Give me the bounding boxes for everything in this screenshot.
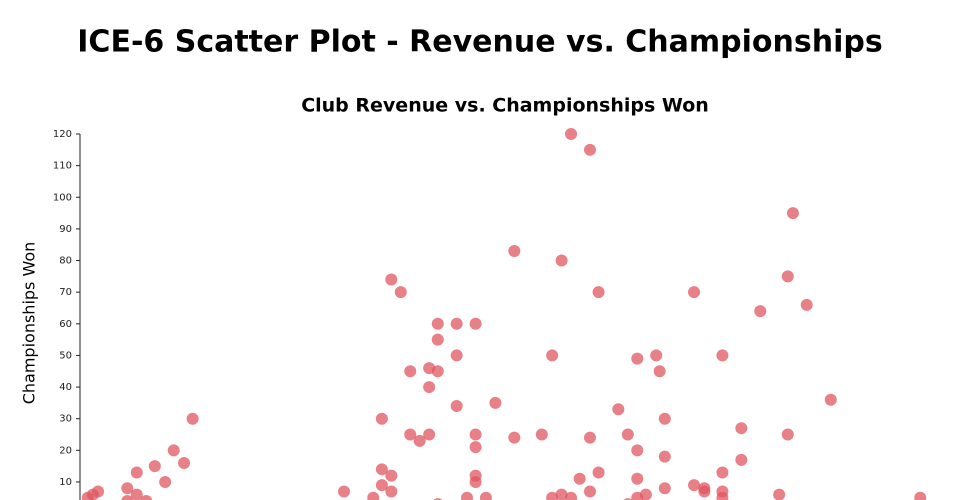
point bbox=[716, 466, 729, 479]
y-tick-label: 40 bbox=[59, 382, 72, 393]
point bbox=[698, 485, 711, 498]
y-tick-label: 110 bbox=[53, 161, 72, 172]
point bbox=[508, 245, 521, 258]
point bbox=[786, 207, 799, 220]
point bbox=[546, 349, 559, 362]
y-tick-label: 90 bbox=[59, 224, 72, 235]
point bbox=[130, 488, 143, 500]
point bbox=[367, 491, 380, 500]
point bbox=[338, 485, 351, 498]
y-tick-label: 70 bbox=[59, 287, 72, 298]
point bbox=[583, 485, 596, 498]
page-title: ICE-6 Scatter Plot - Revenue vs. Champio… bbox=[77, 25, 882, 60]
point bbox=[385, 273, 398, 286]
point bbox=[167, 444, 180, 457]
point bbox=[535, 428, 548, 441]
point bbox=[375, 463, 388, 476]
point bbox=[688, 286, 701, 299]
point bbox=[469, 475, 482, 488]
y-tick-label: 100 bbox=[53, 192, 72, 203]
point bbox=[461, 491, 473, 500]
point bbox=[583, 431, 596, 444]
point bbox=[140, 494, 153, 500]
y-axis-label: Championships Won bbox=[20, 242, 39, 405]
y-tick-label: 60 bbox=[59, 319, 72, 330]
point bbox=[469, 441, 482, 454]
point bbox=[688, 479, 701, 492]
point bbox=[631, 352, 644, 365]
point bbox=[469, 317, 482, 330]
y-tick-label: 120 bbox=[53, 129, 72, 140]
y-tick-label: 50 bbox=[59, 350, 72, 361]
point bbox=[186, 412, 199, 425]
point bbox=[385, 469, 398, 482]
point bbox=[592, 286, 605, 299]
point bbox=[450, 349, 463, 362]
point bbox=[555, 254, 568, 267]
point bbox=[565, 491, 578, 500]
point bbox=[479, 491, 492, 500]
point bbox=[469, 428, 482, 441]
point bbox=[565, 128, 578, 140]
point bbox=[631, 444, 644, 457]
point bbox=[546, 491, 559, 500]
point bbox=[621, 428, 634, 441]
point bbox=[824, 393, 837, 406]
point bbox=[716, 349, 729, 362]
point bbox=[394, 286, 407, 299]
point bbox=[92, 485, 105, 498]
point bbox=[658, 450, 671, 463]
point bbox=[716, 491, 729, 500]
point bbox=[148, 460, 161, 473]
point bbox=[423, 381, 436, 394]
y-tick-label: 20 bbox=[59, 445, 72, 456]
chart-title: Club Revenue vs. Championships Won bbox=[301, 95, 709, 117]
point bbox=[375, 412, 388, 425]
point bbox=[650, 349, 663, 362]
point bbox=[450, 400, 463, 413]
point bbox=[431, 317, 444, 330]
point bbox=[781, 428, 794, 441]
point bbox=[631, 472, 644, 485]
point bbox=[639, 488, 652, 500]
point bbox=[413, 434, 426, 447]
point bbox=[450, 317, 463, 330]
point bbox=[781, 270, 794, 283]
point bbox=[121, 482, 134, 495]
point bbox=[735, 453, 748, 466]
point bbox=[130, 466, 143, 479]
point bbox=[121, 494, 134, 500]
point bbox=[489, 396, 502, 409]
point bbox=[555, 488, 568, 500]
point bbox=[404, 365, 417, 378]
point bbox=[178, 456, 191, 469]
y-tick-label: 80 bbox=[59, 256, 72, 267]
point bbox=[735, 422, 748, 435]
point bbox=[423, 428, 436, 441]
point bbox=[612, 403, 625, 416]
point bbox=[658, 412, 671, 425]
point bbox=[159, 475, 172, 488]
point bbox=[773, 488, 786, 500]
y-tick-label: 30 bbox=[59, 414, 72, 425]
point bbox=[375, 479, 388, 492]
point bbox=[754, 305, 767, 318]
point bbox=[431, 365, 444, 378]
point bbox=[508, 431, 521, 444]
point bbox=[914, 491, 927, 500]
point bbox=[404, 428, 417, 441]
point bbox=[573, 472, 586, 485]
point bbox=[583, 143, 596, 156]
point bbox=[592, 466, 605, 479]
y-tick-label: 10 bbox=[59, 477, 72, 488]
point bbox=[385, 485, 398, 498]
point bbox=[800, 298, 813, 311]
point bbox=[653, 365, 666, 378]
point bbox=[658, 482, 671, 495]
point bbox=[431, 333, 444, 346]
